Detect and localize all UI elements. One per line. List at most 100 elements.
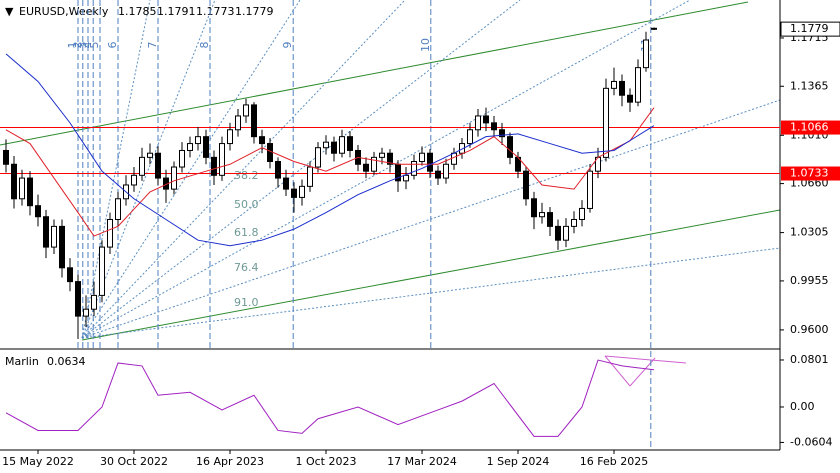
candle-body [219, 143, 225, 176]
candle-body [451, 152, 457, 165]
candle-body [195, 136, 201, 145]
indicator-name: Marlin [5, 355, 39, 368]
candle-body [299, 185, 305, 198]
time-line-label: 10 [419, 38, 432, 52]
price-box [780, 21, 840, 37]
candle-body [499, 129, 505, 138]
candle-body [3, 149, 9, 165]
x-tick-label: 16 Feb 2025 [580, 455, 648, 468]
candle-body [603, 87, 609, 158]
fib-label: 38.2 [234, 169, 259, 182]
candle-body [571, 218, 577, 227]
low: 1.1773 [196, 5, 235, 18]
candle-body [131, 174, 137, 186]
candle-body [283, 177, 289, 190]
candle-body [227, 129, 233, 145]
candle-body [235, 115, 241, 131]
candle-body [651, 27, 657, 30]
candle-body [259, 136, 265, 145]
candle-body [611, 80, 617, 89]
candle-body [51, 225, 57, 248]
y-tick-label: 1.0305 [790, 226, 829, 239]
candle-body [547, 212, 553, 227]
candle-body [467, 129, 473, 145]
candle-body [203, 136, 209, 158]
fib-label: 61.8 [234, 226, 259, 239]
level-label: 1.1066 [790, 121, 829, 134]
candle-body [459, 143, 465, 154]
candle-body [331, 141, 337, 154]
candle-body [643, 39, 649, 69]
candle-body [83, 308, 89, 317]
candle-body [251, 104, 257, 138]
x-tick-label: 16 Apr 2023 [196, 455, 264, 468]
candle-body [43, 216, 49, 248]
time-line-label: 6 [106, 42, 119, 49]
candle-body [531, 198, 537, 218]
x-tick-label: 17 Mar 2024 [387, 455, 457, 468]
y-tick-label: -0.0604 [790, 435, 832, 448]
candle-body [411, 161, 417, 176]
candle-body [147, 152, 153, 158]
candle-body [587, 170, 593, 209]
y-tick-label: 1.1365 [790, 79, 829, 92]
candle-body [267, 143, 273, 163]
level-box [781, 120, 840, 135]
candle-body [155, 152, 161, 179]
candle-body [475, 115, 481, 131]
candle-body [307, 166, 313, 187]
close: 1.1779 [235, 5, 274, 18]
candle-body [35, 205, 41, 218]
candle-body [435, 170, 441, 179]
candle-body [171, 166, 177, 190]
candle-body [315, 147, 321, 168]
candle-body [323, 141, 329, 149]
x-tick-label: 15 May 2022 [2, 455, 74, 468]
fib-label: 76.4 [234, 261, 259, 274]
candle-body [563, 225, 569, 241]
x-tick-label: 1 Sep 2024 [487, 455, 550, 468]
candle-body [19, 177, 25, 200]
indicator-line [5, 359, 655, 437]
y-tick-label: 0.9600 [790, 323, 829, 336]
candle-body [67, 267, 73, 283]
candle-body [619, 80, 625, 96]
candle-body [275, 161, 281, 179]
candle-body [443, 163, 449, 179]
candle-body [403, 174, 409, 182]
time-line-label: 8 [198, 42, 211, 49]
moving-average [5, 53, 655, 247]
time-line-label: 5 [88, 42, 101, 49]
x-tick-label: 30 Oct 2022 [100, 455, 168, 468]
time-line-label: 9 [281, 42, 294, 49]
fib-label: 91.0 [234, 296, 259, 309]
candle-body [539, 212, 545, 218]
time-line-label: 7 [146, 42, 159, 49]
collapse-icon[interactable]: ▼ [5, 5, 14, 18]
candle-body [187, 143, 193, 151]
price-label: 1.1779 [790, 22, 829, 35]
symbol: EURUSD,Weekly [19, 5, 109, 18]
candle-body [11, 163, 17, 200]
candle-body [523, 170, 529, 200]
time-line-label: 1 [66, 42, 79, 49]
candle-body [507, 136, 513, 158]
y-tick-label: 0.0801 [790, 353, 829, 366]
candle-body [371, 156, 377, 172]
candle-body [491, 122, 497, 131]
candle-body [139, 156, 145, 176]
level-box [781, 166, 840, 181]
time-line-label: 3 [76, 42, 89, 49]
candle-body [339, 136, 345, 154]
candle-body [179, 149, 185, 168]
candle-body [107, 218, 113, 248]
time-line-label: 2 [71, 42, 84, 49]
candle-body [555, 225, 561, 241]
candle-body [27, 177, 33, 207]
candle-body [627, 94, 633, 103]
fib-label: 50.0 [234, 198, 259, 211]
candle-body [243, 104, 249, 117]
high: 1.1791 [157, 5, 196, 18]
candle-body [75, 281, 81, 317]
